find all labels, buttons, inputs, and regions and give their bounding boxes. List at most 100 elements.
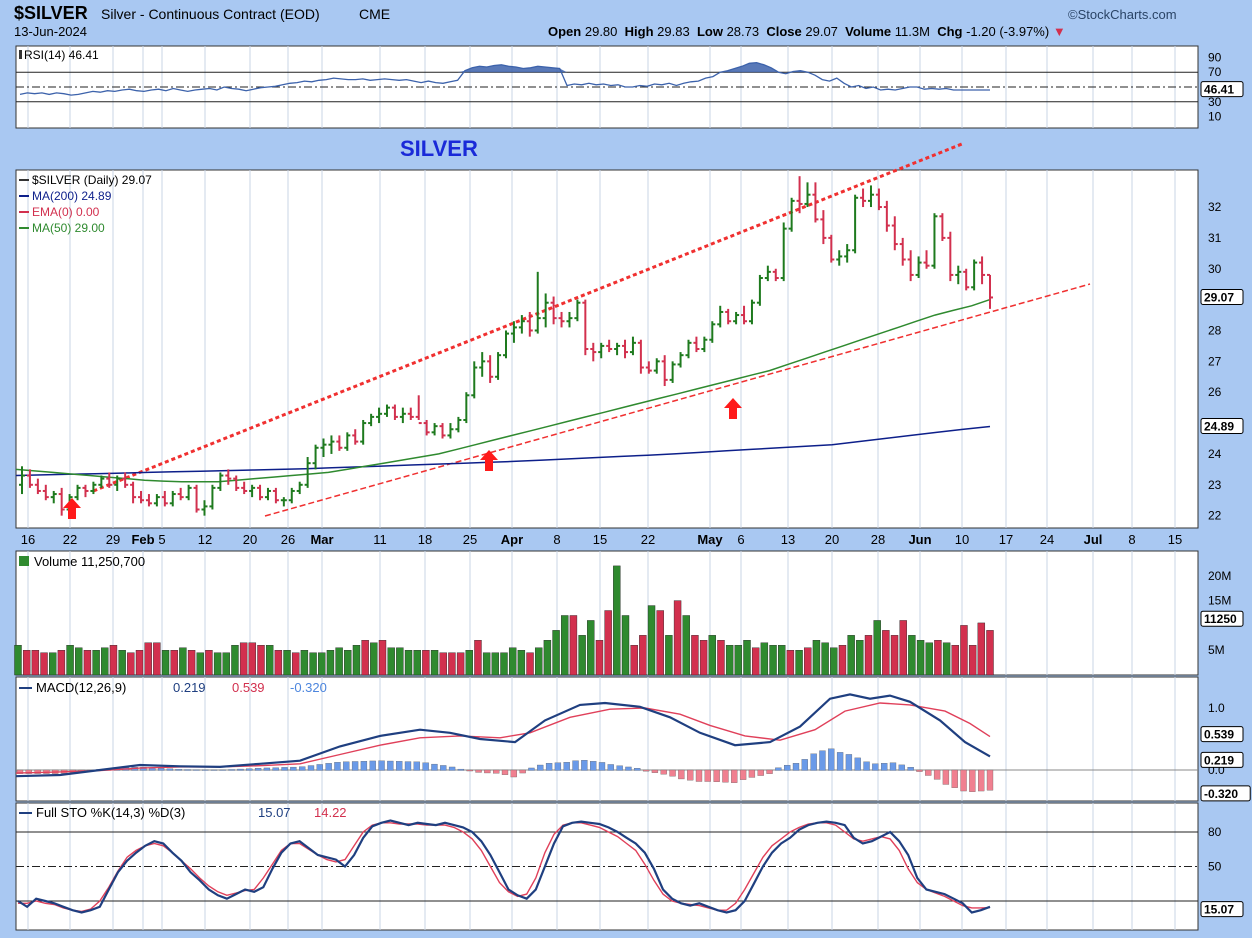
ohlc-bar bbox=[209, 484, 216, 510]
ohlc-bar bbox=[764, 265, 771, 282]
volume-bar bbox=[778, 645, 786, 676]
volume-bar bbox=[934, 640, 942, 676]
macd-hist-bar bbox=[916, 769, 923, 772]
macd-hist-bar bbox=[669, 769, 676, 777]
ohlc-bar bbox=[34, 478, 41, 495]
ohlc-bar bbox=[931, 213, 938, 269]
ma50-line bbox=[15, 298, 991, 483]
ohlc-bar bbox=[145, 494, 152, 507]
ohlc-bar bbox=[725, 308, 732, 325]
volume-bar bbox=[587, 620, 595, 676]
ma200-value-tag-box bbox=[1200, 417, 1244, 434]
macd-hist-bar bbox=[493, 769, 500, 774]
price-legend-entry: $SILVER (Daily) 29.07 bbox=[32, 173, 152, 187]
macd-hist-bar bbox=[731, 769, 738, 783]
price-tick-label: 31 bbox=[1208, 231, 1222, 245]
macd-hist-bar bbox=[307, 765, 315, 771]
ohlc-bar bbox=[860, 188, 867, 208]
rsi-value-tag: 46.41 bbox=[1204, 83, 1234, 97]
ohlc-bar bbox=[74, 484, 81, 501]
date-tick-label: 8 bbox=[1128, 532, 1135, 547]
volume-tick-label: 20M bbox=[1208, 569, 1231, 583]
volume-bar bbox=[786, 650, 795, 676]
ohlc-bar bbox=[875, 188, 882, 211]
ohlc-bar bbox=[58, 487, 65, 516]
volume-tick-label: 5M bbox=[1208, 643, 1225, 657]
date-tick-label: 25 bbox=[463, 532, 477, 547]
macd-hist-bar bbox=[237, 768, 244, 771]
date-tick-label: 20 bbox=[825, 532, 839, 547]
close-label: Close bbox=[766, 24, 802, 39]
rsi-tick-label: 30 bbox=[1208, 95, 1222, 109]
price-legend-entry: MA(200) 24.89 bbox=[32, 189, 112, 203]
ohlc-bar bbox=[590, 342, 597, 362]
ohlc-bar bbox=[867, 185, 874, 208]
ohlc-bar bbox=[677, 352, 684, 368]
volume-bar bbox=[873, 620, 881, 676]
macd-hist-bar bbox=[722, 769, 729, 783]
ohlc-bar bbox=[510, 321, 517, 343]
price-legend-entry: MA(50) 29.00 bbox=[32, 221, 105, 235]
price-tick-label: 30 bbox=[1208, 262, 1222, 276]
ohlc-readout: Open 29.80 High 29.83 Low 28.73 Close 29… bbox=[548, 24, 1066, 39]
macd-legend-value: 0.219 bbox=[173, 680, 206, 695]
volume-legend-icon bbox=[19, 556, 29, 566]
volume-bar bbox=[49, 652, 57, 676]
price-tick-label: 32 bbox=[1208, 200, 1222, 214]
macd-hist-bar bbox=[616, 765, 623, 771]
macd-hist-bar bbox=[210, 769, 218, 771]
macd-hist-bar bbox=[369, 760, 376, 771]
macd-hist-bar bbox=[448, 766, 456, 771]
ohlc-bar bbox=[257, 484, 264, 501]
ohlc-bar bbox=[320, 438, 327, 458]
ohlc-bar bbox=[479, 352, 486, 377]
ohlc-bar bbox=[391, 404, 398, 420]
volume-bar bbox=[378, 640, 387, 676]
macd-signal-tag-box bbox=[1200, 726, 1244, 743]
volume-bar bbox=[847, 635, 855, 676]
volume-bar bbox=[170, 650, 178, 676]
ohlc-bar bbox=[415, 395, 422, 425]
macd-hist-bar bbox=[739, 769, 747, 780]
price-close-tag-box bbox=[1200, 288, 1244, 305]
ohlc-bar bbox=[542, 293, 549, 328]
date-tick-label: 22 bbox=[641, 532, 655, 547]
ohlc-bar bbox=[598, 342, 605, 359]
brand-label: ©StockCharts.com bbox=[1068, 7, 1177, 22]
macd-hist-bar bbox=[281, 767, 288, 771]
macd-hist-bar bbox=[545, 763, 553, 771]
ohlc-bar bbox=[368, 413, 375, 427]
macd-histogram bbox=[16, 748, 994, 792]
date-tick-label: 15 bbox=[593, 532, 607, 547]
ohlc-bar bbox=[344, 432, 351, 451]
volume-bar bbox=[213, 652, 222, 676]
ohlc-bar bbox=[963, 268, 970, 291]
ohlc-bar bbox=[495, 352, 502, 380]
ohlc-bar bbox=[622, 339, 629, 359]
volume-bar bbox=[864, 635, 873, 676]
macd-hist-bar bbox=[263, 767, 271, 771]
macd-hist-bar bbox=[351, 761, 359, 771]
volume-bar bbox=[569, 615, 578, 676]
ohlc-bar bbox=[233, 475, 240, 491]
chart-annotation-silver: SILVER bbox=[400, 136, 478, 161]
sto-k-line bbox=[17, 819, 991, 914]
price-tick-label: 28 bbox=[1208, 323, 1222, 337]
sto-value-tag-box bbox=[1200, 901, 1244, 918]
macd-hist-bar bbox=[748, 769, 756, 778]
volume-bar bbox=[413, 650, 421, 676]
macd-hist-bar bbox=[951, 769, 958, 788]
macd-hist-bar bbox=[969, 769, 976, 792]
macd-hist-bar bbox=[404, 761, 412, 771]
macd-hist-bar bbox=[907, 767, 914, 771]
macd-hist-bar bbox=[422, 762, 429, 771]
macd-hist-bar bbox=[193, 769, 200, 771]
macd-hist-bar bbox=[625, 766, 632, 771]
volume-bar bbox=[517, 650, 526, 676]
volume-bar bbox=[14, 645, 22, 676]
ohlc-bar bbox=[582, 299, 589, 356]
volume-bar bbox=[144, 642, 152, 676]
date-tick-label: 24 bbox=[1040, 532, 1054, 547]
volume-bar bbox=[561, 615, 569, 676]
ohlc-bar bbox=[383, 404, 390, 417]
